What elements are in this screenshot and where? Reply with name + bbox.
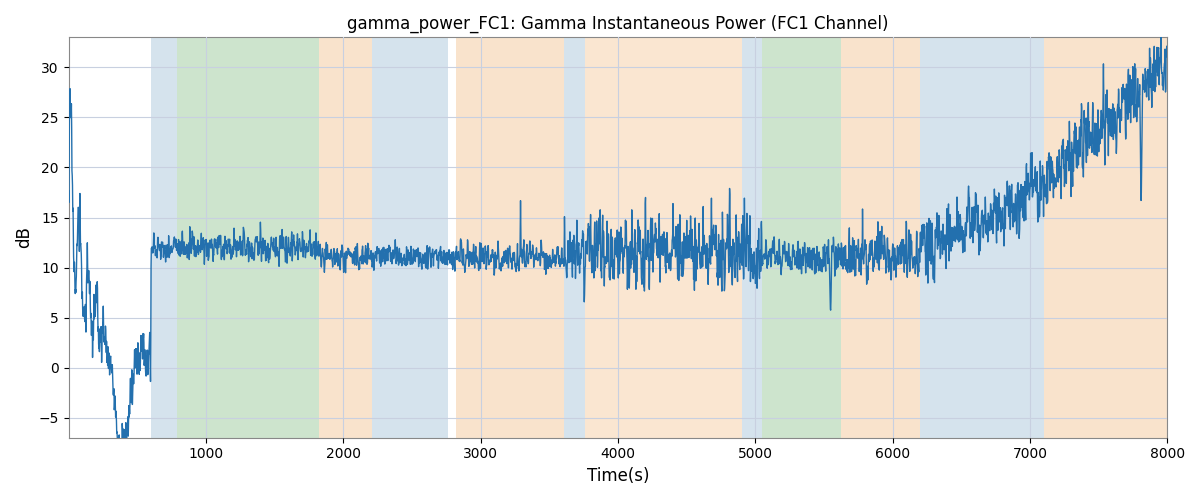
Y-axis label: dB: dB — [16, 226, 34, 248]
Bar — [372, 38, 448, 438]
Bar — [151, 38, 178, 438]
Bar — [319, 38, 372, 438]
Bar — [564, 38, 586, 438]
Bar — [586, 38, 742, 438]
X-axis label: Time(s): Time(s) — [587, 467, 649, 485]
Bar — [1044, 38, 1195, 438]
Title: gamma_power_FC1: Gamma Instantaneous Power (FC1 Channel): gamma_power_FC1: Gamma Instantaneous Pow… — [347, 15, 889, 34]
Bar — [762, 38, 840, 438]
Bar — [742, 38, 762, 438]
Bar — [920, 38, 1044, 438]
Bar — [456, 38, 564, 438]
Bar — [840, 38, 920, 438]
Bar — [178, 38, 319, 438]
